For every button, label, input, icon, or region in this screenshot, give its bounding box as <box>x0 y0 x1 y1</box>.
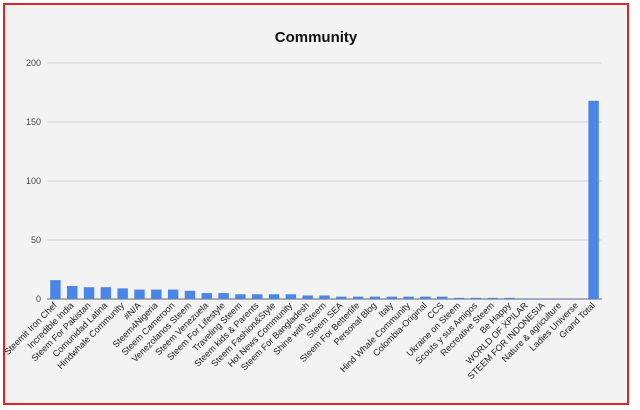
bar <box>571 298 582 299</box>
y-tick-label: 200 <box>26 58 41 68</box>
bar <box>453 297 465 299</box>
bar <box>252 294 263 299</box>
bar <box>403 296 414 299</box>
bar <box>487 297 498 299</box>
bar <box>537 298 549 299</box>
bar <box>134 289 145 299</box>
bar <box>437 296 448 299</box>
y-tick-label: 50 <box>31 235 41 245</box>
bar <box>117 288 128 299</box>
bar <box>218 293 229 299</box>
y-tick-label: 150 <box>26 117 41 127</box>
chart-title: Community <box>274 29 358 46</box>
bar <box>285 294 297 299</box>
bar <box>319 295 330 299</box>
bar <box>184 290 196 299</box>
bar <box>167 289 179 299</box>
bar <box>521 298 532 299</box>
bar <box>470 297 482 299</box>
bar <box>50 280 61 299</box>
bar <box>386 296 397 299</box>
bar <box>302 295 313 299</box>
bar <box>83 287 95 299</box>
bar <box>201 293 212 299</box>
bar <box>554 298 566 299</box>
bar <box>235 294 246 299</box>
bar <box>504 297 515 299</box>
bar <box>588 100 599 299</box>
bar <box>336 296 347 299</box>
bar <box>151 289 162 299</box>
y-tick-label: 100 <box>26 176 41 186</box>
y-tick-label: 0 <box>36 294 41 304</box>
bar <box>369 296 381 299</box>
bar <box>67 286 78 299</box>
bar <box>420 296 431 299</box>
bar <box>352 296 364 299</box>
bar <box>100 287 112 299</box>
bar <box>268 294 280 299</box>
chart-frame: Community 0 50 100 150 200 Steemit Iron Chef I… <box>3 3 629 405</box>
